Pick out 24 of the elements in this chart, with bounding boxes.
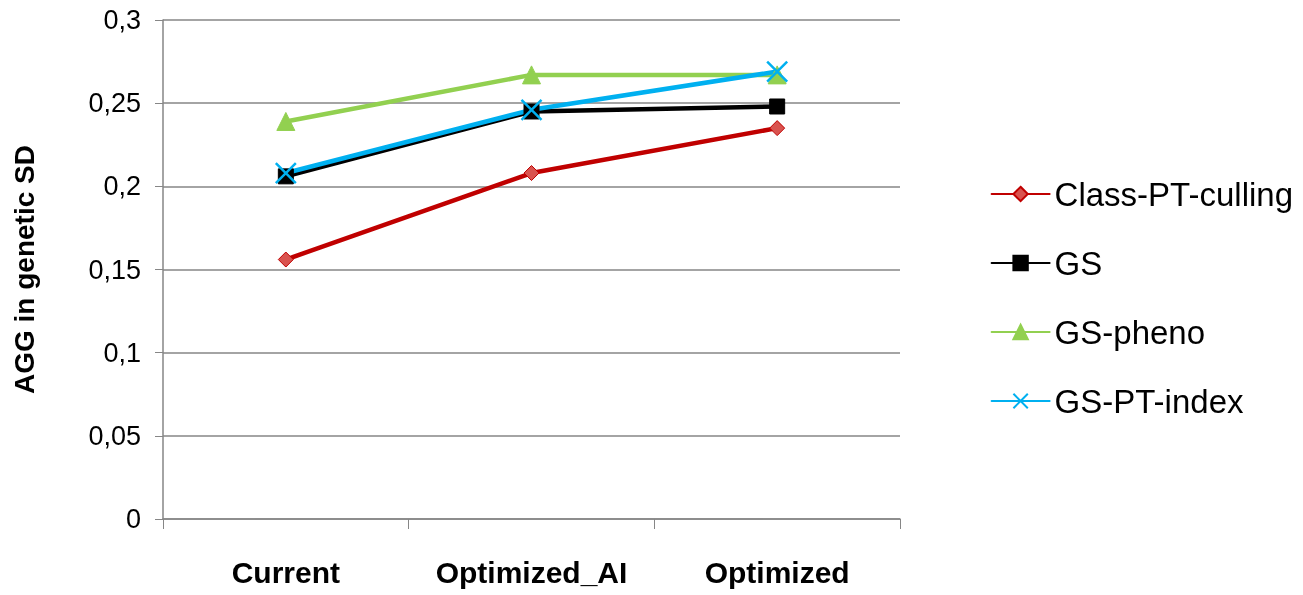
y-tick-label: 0 — [125, 504, 141, 534]
y-tick-label: 0,1 — [103, 337, 141, 368]
y-axis-title: AGG in genetic SD — [8, 145, 40, 394]
x-tick-label: Optimized_AI — [435, 555, 628, 589]
point — [274, 161, 298, 185]
legend-label: GS-pheno — [1054, 313, 1206, 351]
legend-label: Class-PT-culling — [1054, 175, 1294, 213]
y-tick-label: 0,3 — [103, 5, 141, 35]
point — [765, 60, 789, 83]
point — [276, 111, 296, 131]
legend-label: GS — [1054, 244, 1103, 282]
point — [769, 120, 786, 137]
y-tick-label: 0,25 — [88, 88, 141, 119]
y-tick-label: 0,2 — [103, 171, 141, 202]
y-tick-label: 0,05 — [88, 420, 141, 451]
x-tick-label: Optimized — [704, 555, 850, 589]
x-tick-label: Current — [231, 555, 341, 589]
legend-label: GS-PT-index — [1054, 382, 1244, 420]
point — [523, 165, 540, 182]
y-tick-label: 0,15 — [88, 254, 141, 285]
point — [769, 98, 786, 115]
point — [277, 251, 294, 268]
point — [522, 65, 541, 85]
point — [520, 98, 543, 122]
